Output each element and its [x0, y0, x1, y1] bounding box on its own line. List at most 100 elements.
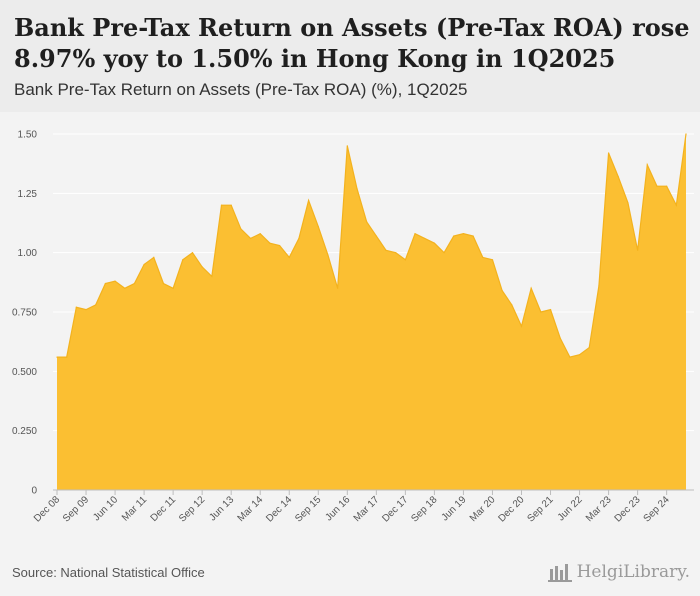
- data-point: [414, 233, 416, 235]
- data-point: [182, 259, 184, 261]
- data-point: [462, 233, 465, 235]
- data-point: [443, 252, 445, 254]
- data-point: [240, 228, 242, 230]
- x-tick-label: Dec 08: [32, 494, 62, 524]
- data-point: [211, 275, 213, 277]
- data-point: [56, 356, 58, 358]
- chart-title: Bank Pre-Tax Return on Assets (Pre-Tax R…: [14, 13, 690, 73]
- footer: Source: National Statistical Office Helg…: [0, 560, 700, 596]
- data-point: [530, 287, 532, 289]
- x-tick-label: Sep 21: [525, 494, 555, 524]
- data-point: [598, 285, 600, 287]
- data-point: [230, 204, 232, 206]
- data-point: [607, 152, 610, 154]
- data-point: [317, 225, 319, 228]
- data-point: [288, 256, 290, 259]
- data-point: [666, 185, 668, 187]
- data-point: [559, 337, 561, 339]
- x-tick-label: Dec 14: [264, 494, 294, 524]
- data-point: [385, 249, 387, 251]
- x-tick-label: Mar 20: [468, 494, 498, 524]
- logo-text: HelgiLibrary.: [576, 562, 690, 582]
- data-point: [424, 237, 426, 240]
- y-axis-ticks: 0 0.250 0.500 0.750 1.00 1.25 1.50: [12, 130, 37, 497]
- x-tick-label: Mar 23: [584, 494, 614, 524]
- data-point: [617, 176, 619, 178]
- header: Bank Pre-Tax Return on Assets (Pre-Tax R…: [0, 0, 700, 112]
- x-tick-label: Mar 17: [352, 494, 382, 524]
- data-point: [162, 282, 165, 285]
- y-tick-label: 1.00: [18, 248, 38, 259]
- data-point: [114, 280, 116, 282]
- x-tick-label: Mar 11: [120, 494, 150, 524]
- series-area: [56, 133, 687, 490]
- data-point: [143, 263, 145, 266]
- y-tick-label: 0: [31, 486, 37, 497]
- data-point: [395, 252, 397, 254]
- y-tick-label: 0.250: [12, 426, 37, 437]
- data-point: [153, 256, 155, 259]
- x-tick-label: Dec 23: [613, 494, 643, 524]
- data-point: [482, 256, 484, 259]
- data-point: [85, 309, 87, 311]
- data-point: [685, 133, 687, 135]
- data-point: [269, 242, 271, 244]
- data-point: [104, 282, 106, 285]
- data-point: [346, 145, 348, 147]
- source-note: Source: National Statistical Office: [12, 565, 205, 580]
- chart-area: 0 0.250 0.500 0.750 1.00 1.25 1.50 Dec 08 Sep 0…: [0, 112, 700, 560]
- x-tick-label: Dec 20: [496, 494, 526, 524]
- data-point: [201, 266, 203, 268]
- x-tick-label: Dec 17: [380, 494, 410, 524]
- x-tick-label: Jun 13: [207, 494, 236, 523]
- area-fill: [57, 134, 686, 490]
- data-point: [627, 202, 629, 204]
- helgi-library-logo: HelgiLibrary.: [547, 561, 690, 583]
- data-point: [172, 287, 174, 289]
- data-point: [656, 185, 658, 187]
- data-point: [453, 235, 455, 237]
- data-point: [66, 356, 68, 358]
- data-point: [308, 199, 310, 202]
- data-point: [375, 235, 377, 237]
- data-point: [249, 237, 252, 240]
- data-point: [356, 187, 358, 190]
- data-point: [675, 204, 677, 206]
- data-point: [124, 287, 126, 289]
- x-tick-label: Jun 19: [440, 494, 469, 523]
- x-tick-label: Sep 18: [409, 494, 439, 524]
- x-tick-label: Jun 22: [556, 494, 585, 523]
- data-point: [549, 309, 552, 311]
- data-point: [95, 304, 97, 306]
- y-tick-label: 0.500: [12, 367, 37, 378]
- data-point: [637, 249, 639, 251]
- data-point: [133, 282, 136, 285]
- data-point: [472, 235, 474, 237]
- data-point: [191, 252, 194, 254]
- data-point: [327, 254, 329, 256]
- data-point: [540, 311, 542, 313]
- x-tick-label: Dec 11: [149, 494, 179, 524]
- x-tick-label: Jun 16: [323, 494, 352, 523]
- data-point: [433, 242, 435, 244]
- y-tick-label: 1.50: [18, 130, 38, 141]
- series-line: [57, 133, 687, 358]
- data-point: [220, 204, 223, 206]
- chart-subtitle: Bank Pre-Tax Return on Assets (Pre-Tax R…: [14, 80, 468, 99]
- x-tick-label: Mar 14: [236, 494, 266, 524]
- x-tick-label: Jun 10: [91, 494, 120, 523]
- data-point: [298, 237, 300, 240]
- x-tick-label: Sep 24: [642, 494, 672, 524]
- data-point: [588, 347, 590, 349]
- data-point: [337, 287, 339, 289]
- data-point: [646, 164, 648, 166]
- x-tick-label: Sep 15: [293, 494, 323, 524]
- data-point: [366, 221, 368, 223]
- data-point: [259, 233, 261, 235]
- data-point: [278, 244, 281, 247]
- y-tick-label: 1.25: [18, 189, 38, 200]
- x-tick-label: Sep 09: [61, 494, 91, 524]
- data-point: [511, 304, 513, 306]
